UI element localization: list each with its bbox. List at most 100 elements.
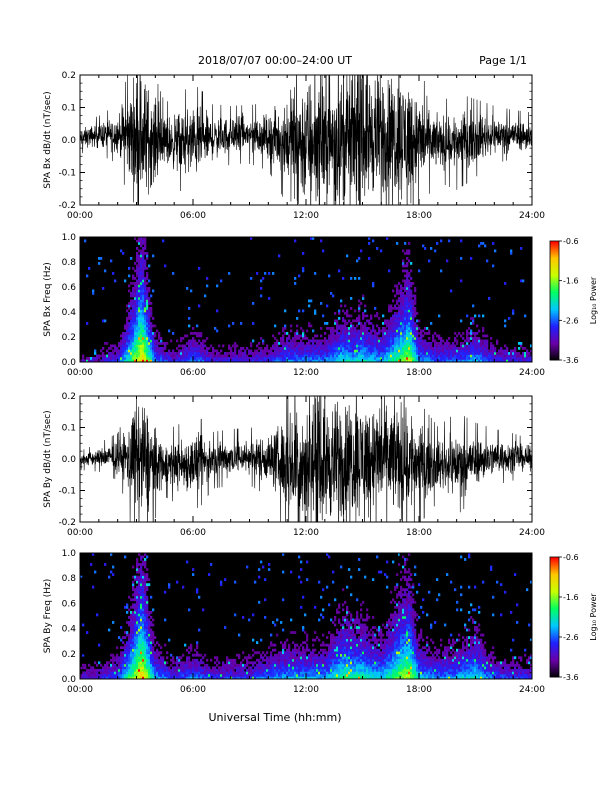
spectrogram-cell — [286, 638, 289, 642]
spectrogram-cell — [276, 673, 279, 677]
spectrogram-cell — [148, 349, 151, 353]
spectrogram-cell — [128, 284, 131, 288]
spectrogram-cell — [184, 676, 187, 680]
spectrogram-cell — [344, 339, 347, 343]
spectrogram-cell — [124, 332, 127, 335]
spectrogram-cell — [362, 329, 365, 333]
spectrogram-cell — [128, 621, 131, 624]
spectrogram-cell — [134, 237, 137, 240]
spectrogram-cell — [502, 349, 505, 353]
spectrogram-cell — [132, 282, 135, 285]
spectrogram-cell — [320, 239, 323, 243]
spectrogram-cell — [292, 676, 295, 680]
spectrogram-cell — [148, 651, 151, 655]
spectrogram-cell — [442, 354, 445, 358]
spectrogram-cell — [138, 312, 141, 315]
spectrogram-cell — [322, 314, 325, 318]
spectrogram-cell — [332, 658, 335, 662]
spectrogram-cell — [140, 354, 143, 358]
spectrogram-cell — [166, 661, 169, 665]
spectrogram-cell — [294, 663, 297, 667]
spectrogram-cell — [302, 267, 305, 270]
spectrogram-cell — [106, 357, 109, 360]
spectrogram-cell — [482, 242, 485, 245]
spectrogram-cell — [312, 648, 315, 652]
spectrogram-cell — [520, 342, 523, 345]
spectrogram-cell — [126, 668, 129, 672]
spectrogram-cell — [88, 673, 91, 677]
spectrogram-cell — [132, 334, 135, 338]
spectrogram-cell — [408, 344, 411, 348]
spectrogram-cell — [434, 352, 437, 355]
spectrogram-cell — [216, 357, 219, 360]
spectrogram-cell — [278, 354, 281, 358]
spectrogram-cell — [468, 352, 471, 355]
colorbar-segment — [550, 312, 559, 315]
spectrogram-cell — [208, 666, 211, 670]
spectrogram-cell — [112, 653, 115, 657]
spectrogram-cell — [212, 676, 215, 680]
spectrogram-cell — [122, 646, 125, 650]
spectrogram-cell — [364, 322, 367, 325]
spectrogram-cell — [264, 666, 267, 670]
spectrogram-cell — [294, 668, 297, 672]
spectrogram-cell — [154, 661, 157, 665]
spectrogram-cell — [124, 337, 127, 340]
spectrogram-cell — [264, 357, 267, 360]
spectrogram-cell — [522, 354, 525, 358]
spectrogram-cell — [324, 349, 327, 353]
spectrogram-cell — [196, 357, 199, 360]
spectrogram-cell — [360, 327, 363, 330]
colorbar-segment — [550, 270, 559, 274]
spectrogram-cell — [152, 349, 155, 353]
spectrogram-cell — [328, 663, 331, 667]
spectrogram-cell — [146, 274, 149, 278]
spectrogram-cell — [198, 304, 201, 308]
spectrogram-cell — [492, 354, 495, 358]
spectrogram-cell — [172, 656, 175, 660]
spectrogram-cell — [430, 247, 433, 250]
spectrogram-cell — [172, 354, 175, 358]
spectrogram-cell — [384, 334, 387, 338]
spectrogram-cell — [120, 661, 123, 665]
spectrogram-cell — [338, 661, 341, 665]
spectrogram-cell — [326, 666, 329, 670]
spectrogram-cell — [354, 359, 357, 363]
spectrogram-cell — [378, 354, 381, 358]
spectrogram-cell — [338, 618, 341, 622]
spectrogram-cell — [456, 349, 459, 353]
spectrogram-cell — [362, 352, 365, 355]
y-tick-label: 0.2 — [62, 71, 76, 81]
spectrogram-cell — [196, 354, 199, 358]
spectrogram-cell — [404, 317, 407, 320]
spectrogram-cell — [386, 347, 389, 350]
spectrogram-cell — [494, 354, 497, 358]
spectrogram-cell — [138, 284, 141, 288]
spectrogram-cell — [296, 671, 299, 675]
spectrogram-cell — [178, 658, 181, 662]
spectrogram-cell — [408, 272, 411, 275]
spectrogram-cell — [150, 658, 153, 662]
spectrogram-cell — [424, 327, 427, 330]
spectrogram-cell — [92, 668, 95, 672]
spectrogram-cell — [336, 668, 339, 672]
spectrogram-cell — [440, 339, 443, 343]
spectrogram-cell — [334, 643, 337, 647]
spectrogram-cell — [260, 668, 263, 672]
spectrogram-cell — [130, 658, 133, 662]
spectrogram-cell — [318, 638, 321, 642]
spectrogram-cell — [236, 668, 239, 672]
spectrogram-cell — [130, 628, 133, 632]
spectrogram-cell — [274, 357, 277, 360]
spectrogram-cell — [240, 357, 243, 360]
spectrogram-cell — [484, 339, 487, 343]
spectrogram-cell — [394, 304, 397, 308]
spectrogram-cell — [134, 309, 137, 313]
spectrogram-cell — [118, 673, 121, 677]
spectrogram-cell — [376, 337, 379, 340]
spectrogram-cell — [140, 339, 143, 343]
spectrogram-cell — [134, 342, 137, 345]
spectrogram-cell — [138, 294, 141, 298]
spectrogram-cell — [100, 349, 103, 353]
spectrogram-cell — [414, 357, 417, 360]
